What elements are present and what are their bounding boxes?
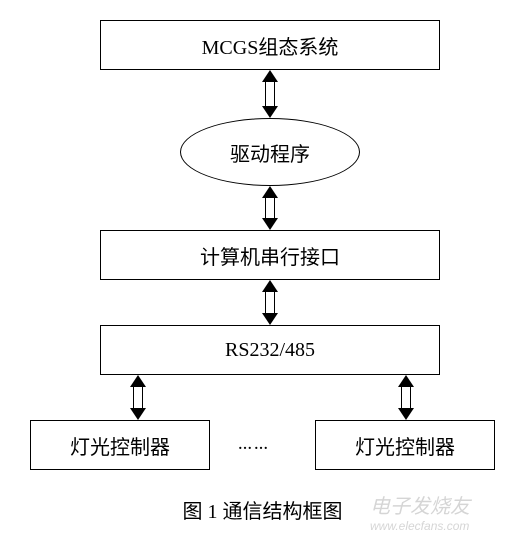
arrow-head-up [130,375,146,387]
node-label: RS232/485 [225,339,315,362]
arrow-shaft [133,387,143,408]
arrow-1 [262,70,278,118]
arrow-shaft [265,198,275,218]
watermark-sub: www.elecfans.com [370,519,470,533]
dots-text: …… [238,438,270,453]
arrow-head-down [398,408,414,420]
ellipsis-dots: …… [238,438,270,454]
arrow-4-left [130,375,146,420]
node-label: 灯光控制器 [70,431,170,460]
comm-structure-diagram: MCGS组态系统 驱动程序 计算机串行接口 RS232/485 灯光控制器 [0,0,525,552]
arrow-shaft [401,387,411,408]
arrow-head-up [262,280,278,292]
node-label: 计算机串行接口 [200,241,340,270]
node-serial-interface: 计算机串行接口 [100,230,440,280]
node-mcgs-system: MCGS组态系统 [100,20,440,70]
node-rs232-485: RS232/485 [100,325,440,375]
arrow-head-down [262,313,278,325]
watermark: 电子发烧友 www.elecfans.com [370,490,470,533]
arrow-2 [262,186,278,230]
arrow-shaft [265,292,275,313]
arrow-head-down [262,106,278,118]
arrow-head-up [262,70,278,82]
arrow-head-up [398,375,414,387]
node-light-controller-left: 灯光控制器 [30,420,210,470]
arrow-shaft [265,82,275,106]
arrow-head-down [262,218,278,230]
arrow-5-right [398,375,414,420]
arrow-head-down [130,408,146,420]
node-label: MCGS组态系统 [202,31,339,60]
node-label: 灯光控制器 [355,431,455,460]
arrow-3 [262,280,278,325]
watermark-main: 电子发烧友 [370,490,470,519]
caption-text: 图 1 通信结构框图 [183,501,343,523]
node-label: 驱动程序 [230,138,310,167]
node-light-controller-right: 灯光控制器 [315,420,495,470]
arrow-head-up [262,186,278,198]
node-driver: 驱动程序 [180,118,360,186]
